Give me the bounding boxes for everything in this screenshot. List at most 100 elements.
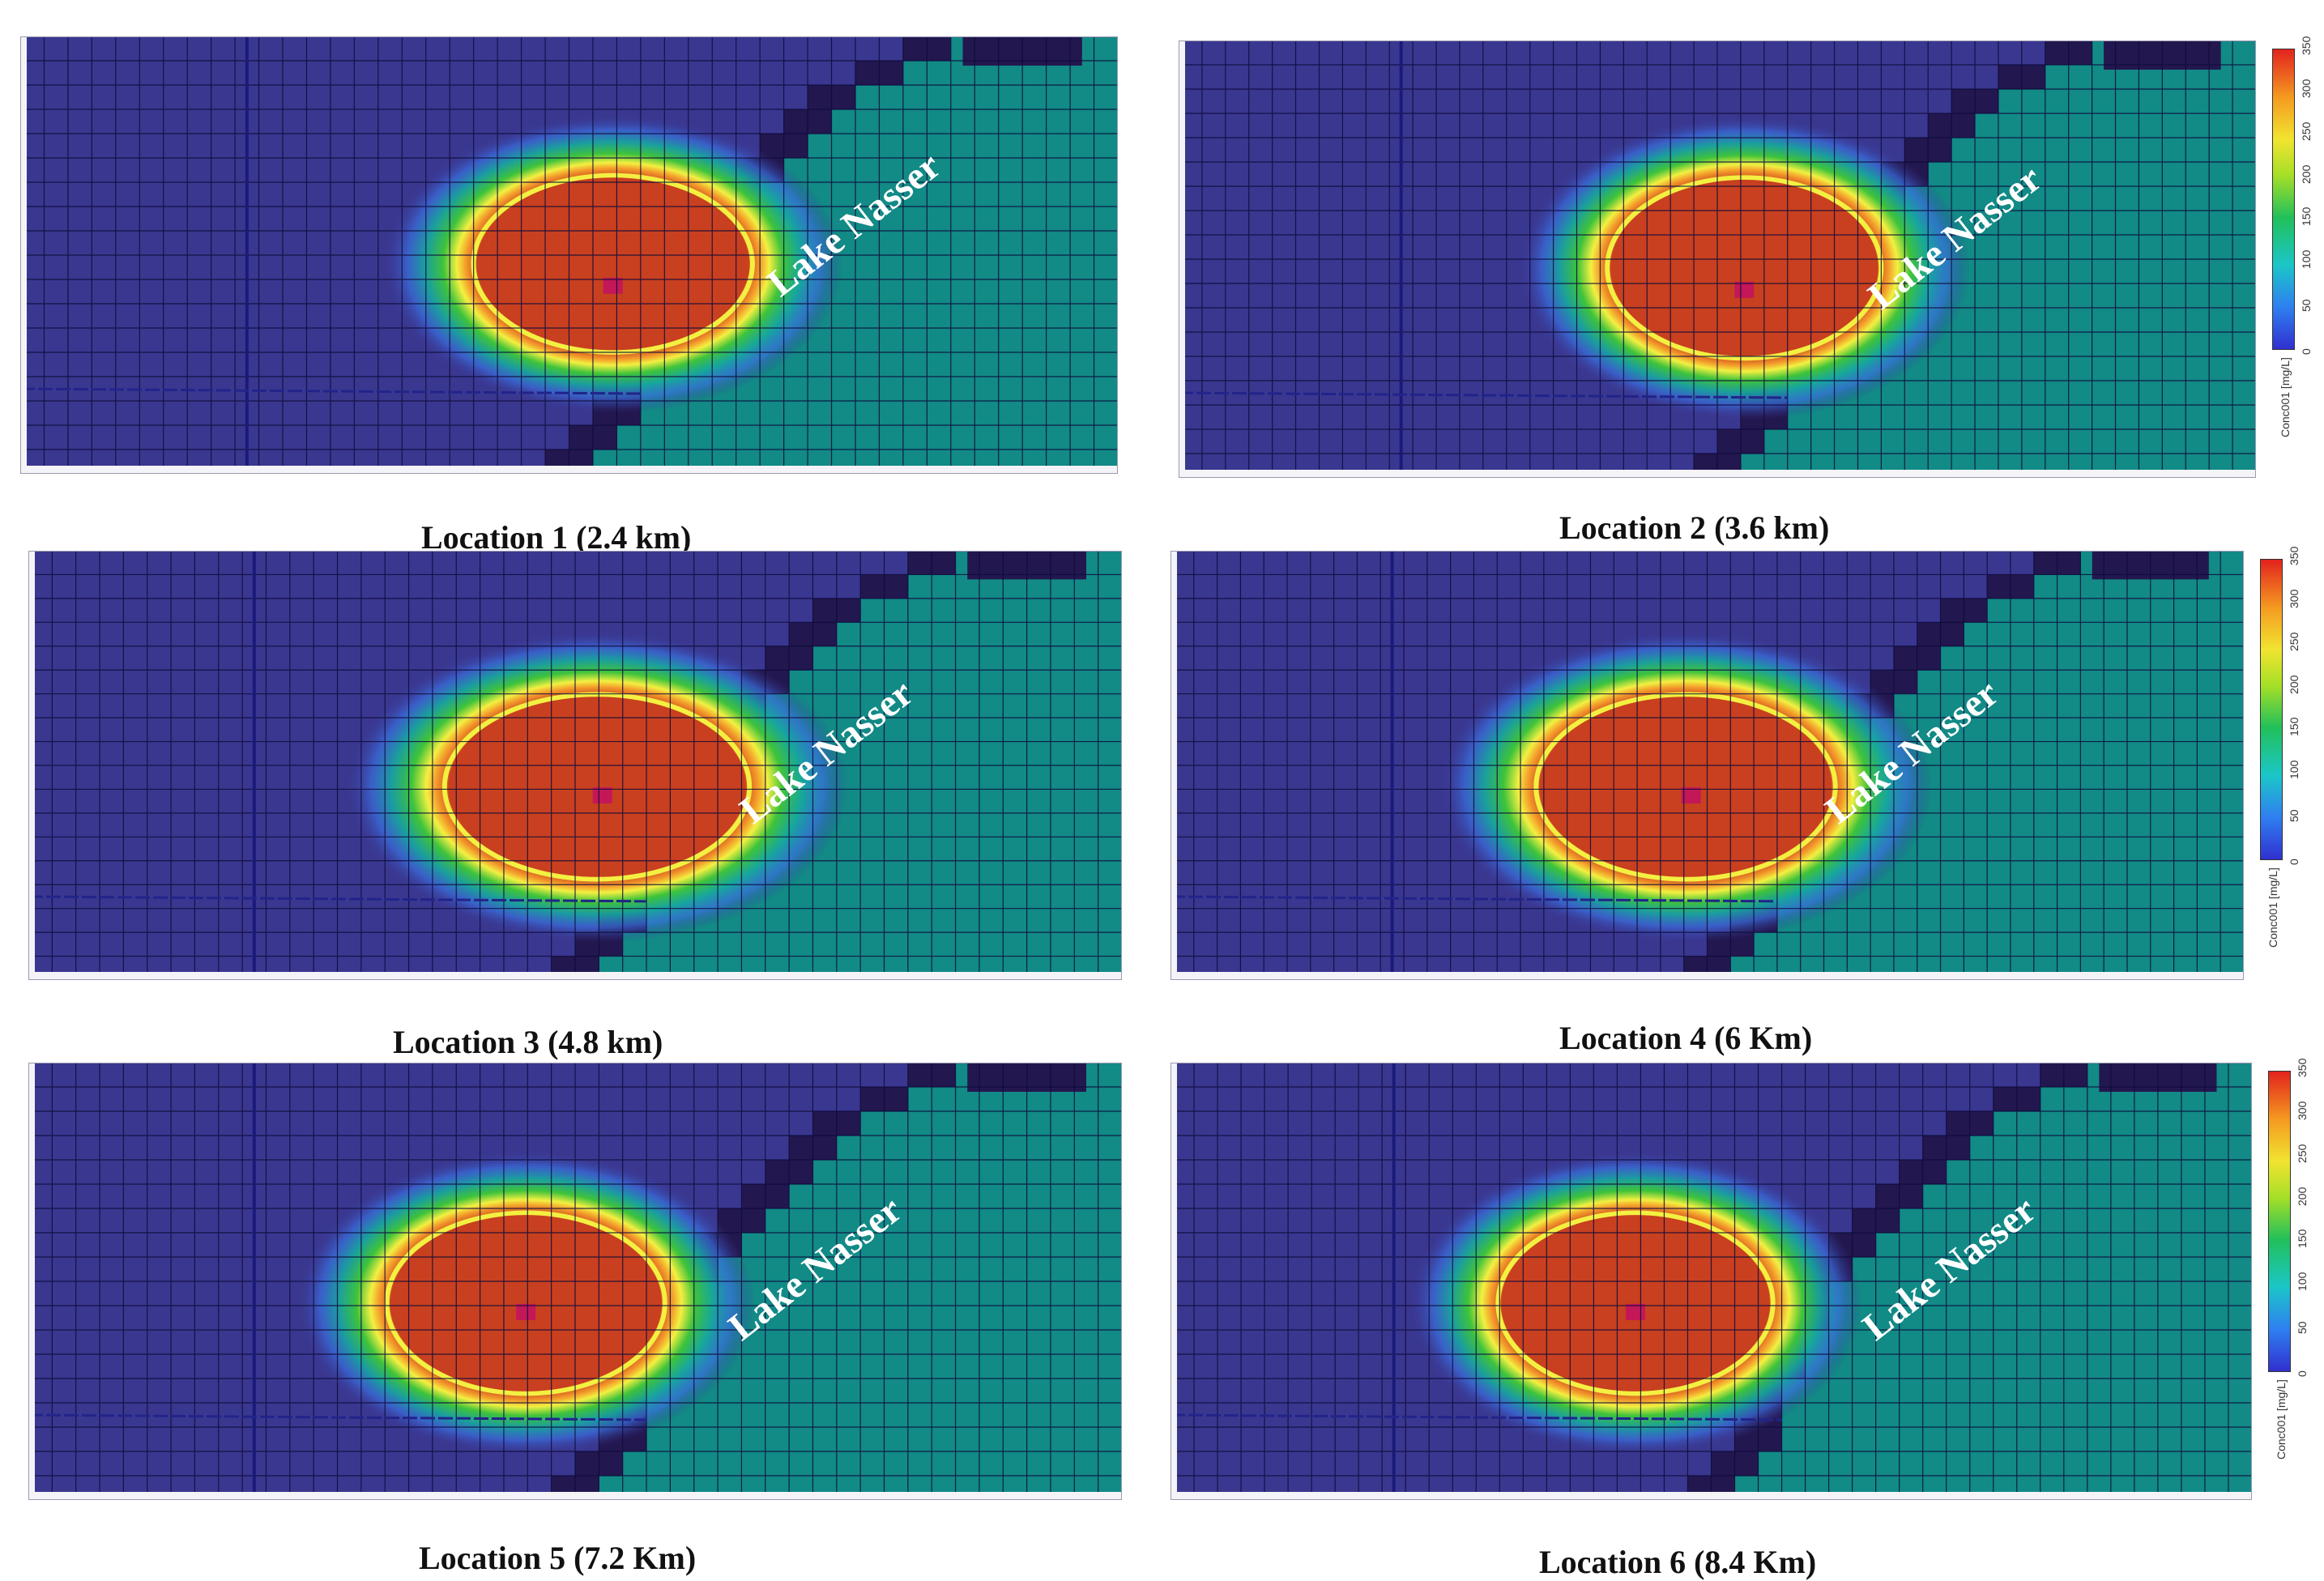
lake-cell-row [765, 693, 1122, 719]
lake-cell-row [1946, 1160, 2252, 1185]
legend-unit-label: Conc001 [mg/L] [2266, 867, 2279, 948]
legend-color-bar [2260, 559, 2283, 860]
lake-cell-row [1998, 89, 2256, 114]
legend-tick-label: 50 [2300, 299, 2313, 313]
legend-unit-label: Conc001 [mg/L] [2279, 357, 2292, 437]
legend-tick-label: 300 [2288, 589, 2301, 608]
model-panel-1: Lake Nasser [20, 36, 1118, 474]
model-panel-5: Lake Nasser [28, 1063, 1122, 1500]
map-frame [1171, 1063, 2252, 1500]
x-axis-strip [28, 1492, 1122, 1500]
legend-tick-label: 0 [2296, 1370, 2309, 1377]
contaminant-plume-core [476, 177, 749, 351]
y-axis-strip [1171, 1063, 1177, 1500]
map-frame [28, 1063, 1122, 1500]
lake-cell-row [860, 598, 1122, 624]
concentration-legend: 0 50 100 150 200 250 300 350 Conc001 [mg/L] [2272, 36, 2321, 437]
concentration-legend: 0 50 100 150 200 250 300 350 Conc001 [mg/L] [2268, 1059, 2317, 1460]
legend-tick-label: 250 [2300, 121, 2313, 141]
model-grid [28, 1063, 1122, 1500]
model-grid [20, 36, 1118, 474]
map-frame [1179, 40, 2256, 478]
lake-cell-row [1893, 693, 2244, 719]
contaminant-plume-core [448, 697, 746, 877]
model-grid [28, 551, 1122, 980]
concentration-map-4 [1171, 551, 2244, 980]
legend-color-bar [2268, 1071, 2291, 1372]
road-line-horizontal [28, 1413, 647, 1421]
lake-cell-row [1852, 1257, 2252, 1282]
lake-cell-row [1951, 138, 2256, 163]
legend-tick-label: 200 [2288, 675, 2301, 694]
concentration-map-1 [20, 36, 1118, 474]
y-axis-strip [28, 551, 35, 980]
concentration-map-6 [1171, 1063, 2252, 1500]
lake-cell-row [670, 1354, 1122, 1379]
concentration-map-5 [28, 1063, 1122, 1500]
legend-tick-label: 0 [2300, 348, 2313, 355]
lake-cell-row [1899, 1208, 2252, 1234]
legend-tick-label: 50 [2288, 809, 2301, 823]
y-axis-strip [1171, 551, 1177, 980]
x-axis-strip [28, 972, 1122, 980]
contaminant-plume-edge [441, 692, 753, 882]
contaminant-plume-core [1539, 697, 1832, 877]
panel-caption-1: Location 1 (2.4 km) [421, 519, 692, 556]
legend-tick-label: 250 [2296, 1144, 2309, 1163]
road-line-horizontal [20, 387, 641, 395]
contaminant-plume-edge [1495, 1210, 1776, 1396]
legend-tick-label: 300 [2296, 1101, 2309, 1120]
lake-cell-row [1940, 646, 2244, 671]
x-axis-strip [1171, 972, 2244, 980]
lake-cell-row [765, 1208, 1122, 1234]
lake-cell-row [1763, 429, 2256, 454]
legend-tick-label: 300 [2300, 79, 2313, 98]
panel-caption-4: Location 4 (6 Km) [1559, 1020, 1813, 1056]
legend-tick-label: 200 [2296, 1187, 2309, 1206]
contaminant-plume-core [390, 1215, 662, 1391]
lake-cell-row [812, 646, 1122, 671]
y-axis-strip [28, 1063, 35, 1500]
lake-cell-row [718, 1257, 1122, 1282]
legend-tick-label: 250 [2288, 632, 2301, 651]
model-panel-4: Lake Nasser [1171, 551, 2244, 980]
contaminant-plume-core [1610, 179, 1878, 356]
model-panel-2: Lake Nasser [1179, 40, 2256, 478]
model-grid [1171, 551, 2244, 980]
lake-cell-row [616, 425, 1118, 450]
model-grid [1179, 40, 2256, 478]
panel-caption-5: Location 5 (7.2 Km) [419, 1540, 697, 1576]
concentration-map-3 [28, 551, 1122, 980]
model-panel-6: Lake Nasser [1171, 1063, 2252, 1500]
lake-cell-row [1805, 1354, 2252, 1379]
legend-tick-label: 150 [2288, 718, 2301, 737]
panel-caption-6: Location 6 (8.4 Km) [1539, 1544, 1817, 1580]
legend-tick-label: 100 [2296, 1272, 2309, 1292]
legend-tick-label: 100 [2300, 249, 2313, 270]
legend-tick-label: 200 [2300, 164, 2313, 184]
lake-cell-row [622, 1451, 1122, 1477]
pollution-source-cell [1626, 1303, 1646, 1320]
lake-cell-row [1987, 598, 2244, 624]
x-axis-strip [1179, 470, 2256, 478]
lake-cell-row [622, 932, 1122, 957]
pollution-source-cell [592, 787, 612, 804]
legend-color-bar [2272, 49, 2295, 350]
lake-cell-row [1904, 186, 2256, 211]
concentration-legend: 0 50 100 150 200 250 300 350 Conc001 [mg/L] [2260, 547, 2309, 948]
legend-tick-label: 100 [2288, 760, 2301, 780]
road-line-horizontal [28, 895, 647, 903]
legend-tick-label: 150 [2296, 1229, 2309, 1249]
panel-caption-2: Location 2 (3.6 km) [1559, 509, 1830, 546]
legend-unit-label: Conc001 [mg/L] [2275, 1379, 2288, 1460]
pollution-source-cell [603, 277, 623, 294]
lake-cell-row [1993, 1111, 2252, 1136]
contaminant-plume-edge [1533, 692, 1838, 882]
legend-tick-label: 350 [2296, 1058, 2309, 1077]
legend-tick-label: 150 [2300, 207, 2313, 227]
road-line-horizontal [1171, 1413, 1782, 1421]
map-frame [28, 551, 1122, 980]
contaminant-plume-core [1501, 1215, 1770, 1391]
lake-cell-row [1758, 1451, 2252, 1477]
map-frame [20, 36, 1118, 474]
